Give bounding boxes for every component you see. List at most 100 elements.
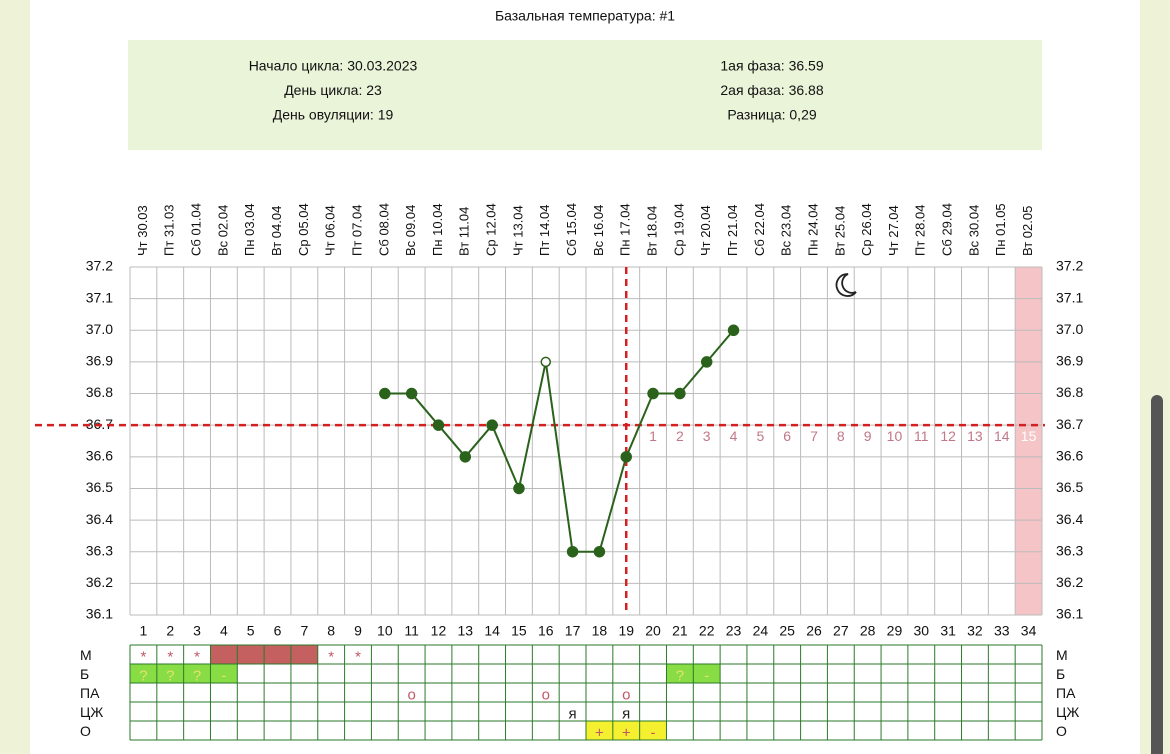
cell-text: * [140,648,146,665]
x-tick-label: 24 [753,623,769,639]
row-label-right: М [1056,647,1068,663]
cell-text: * [167,648,173,665]
date-label: Вс 23.04 [779,205,794,256]
x-tick-label: 34 [1021,623,1037,639]
date-label: Пн 17.04 [618,203,633,256]
cell-text: + [595,724,604,741]
cell-text: o [622,686,630,703]
moon-icon [835,273,857,297]
date-label: Чт 06.04 [323,205,338,256]
temp-point [459,451,472,463]
y-tick-label: 36.9 [86,353,113,369]
x-tick-label: 29 [887,623,903,639]
cell-fill [666,664,694,683]
x-tick-label: 32 [967,623,983,639]
date-label: Пн 01.05 [993,203,1008,256]
temp-point [700,356,713,368]
info-text: 1ая фаза: 36.59 [720,58,823,74]
temp-point [727,324,740,337]
cell-text: + [622,724,631,741]
y-tick-label-right: 36.3 [1056,542,1083,558]
info-text: День овуляции: 19 [273,107,394,123]
y-tick-label-right: 36.9 [1056,353,1083,369]
cell-text: * [328,648,334,665]
x-tick-label: 23 [726,623,742,639]
phase2-label: 12 [940,428,956,444]
phase2-label: 14 [994,428,1010,444]
cell-fill [237,645,265,664]
date-label: Чт 27.04 [886,205,901,256]
date-label: Пн 24.04 [805,203,820,256]
x-tick-label: 14 [484,623,500,639]
x-tick-label: 25 [779,623,795,639]
y-tick-label: 36.2 [86,574,113,590]
row-label: ПА [80,685,100,701]
y-tick-label-right: 36.6 [1056,448,1083,464]
phase2-label: 5 [756,428,764,444]
y-tick-label: 36.1 [86,606,113,622]
row-label-right: О [1056,723,1067,739]
x-tick-label: 18 [592,623,608,639]
y-tick-label-right: 36.8 [1056,384,1083,400]
x-tick-label: 3 [193,623,201,639]
temp-point [540,356,552,368]
date-label: Ср 26.04 [859,203,874,256]
date-label: Вт 18.04 [644,206,659,256]
y-tick-label-right: 36.5 [1056,479,1083,495]
row-label: О [80,723,91,739]
x-tick-label: 5 [247,623,255,639]
cell-fill [210,664,238,683]
temp-point [566,545,579,558]
cell-fill [130,664,157,683]
date-label: Пт 31.03 [162,205,177,256]
x-tick-label: 16 [538,623,554,639]
x-tick-label: 12 [431,623,447,639]
x-tick-label: 30 [914,623,930,639]
info-box [128,40,1042,150]
cell-fill [264,645,291,664]
row-label-right: ЦЖ [1056,704,1079,720]
y-tick-label: 37.2 [86,258,113,274]
row-label: ЦЖ [80,704,103,720]
x-tick-label: 2 [166,623,174,639]
x-tick-label: 26 [806,623,822,639]
date-label: Чт 30.03 [135,205,150,256]
scrollbar[interactable] [1151,395,1163,754]
date-label: Ср 12.04 [484,203,499,256]
temp-point [513,482,525,495]
date-label: Вс 02.04 [215,205,230,256]
cell-text: o [542,686,550,703]
cell-text: * [355,648,361,665]
x-tick-label: 8 [327,623,335,639]
info-text: 2ая фаза: 36.88 [720,82,823,98]
x-tick-label: 22 [699,623,715,639]
x-tick-label: 21 [672,623,688,639]
temp-point [379,387,391,400]
phase2-label: 11 [914,428,929,444]
date-label: Пн 10.04 [430,203,445,256]
date-label: Пн 03.04 [242,203,257,256]
row-label: Б [80,666,89,682]
temp-point [486,419,498,431]
date-label: Чт 20.04 [698,205,713,256]
x-tick-label: 33 [994,623,1010,639]
x-tick-label: 19 [618,623,634,639]
cell-text: ? [139,667,147,684]
cell-text: ? [166,667,174,684]
y-tick-label-right: 36.2 [1056,574,1083,590]
date-label: Пт 14.04 [537,205,552,256]
phase2-label: 6 [783,428,791,444]
cell-text: * [194,648,200,665]
y-tick-label: 36.7 [86,416,113,432]
phase2-label: 15 [1021,428,1037,444]
info-text: Начало цикла: 30.03.2023 [249,58,418,74]
x-tick-label: 9 [354,623,362,639]
cell-text: - [704,667,709,684]
x-tick-label: 10 [377,623,393,639]
info-text: День цикла: 23 [284,82,382,98]
cell-text: ? [676,667,684,684]
x-tick-label: 6 [274,623,282,639]
cell-text: ? [193,667,201,684]
y-tick-label: 37.0 [86,321,113,337]
date-label: Пт 21.04 [725,205,740,256]
